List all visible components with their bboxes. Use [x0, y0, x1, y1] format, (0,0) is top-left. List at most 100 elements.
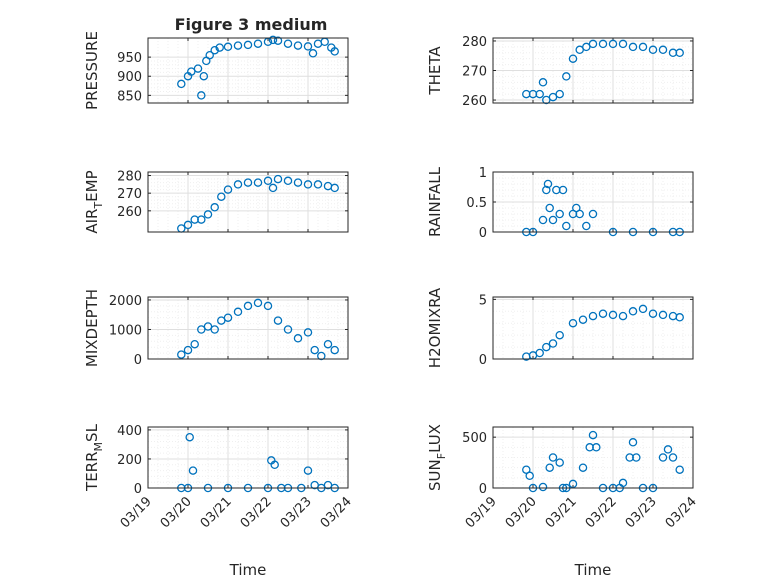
data-point	[535, 348, 544, 358]
data-point	[535, 89, 544, 99]
axes-frame	[492, 171, 694, 233]
data-point	[562, 72, 571, 81]
data-point	[210, 325, 219, 334]
data-point	[578, 463, 588, 472]
axes-frame	[492, 426, 694, 489]
x-axis-label: Time	[574, 561, 612, 579]
data-point	[658, 453, 668, 462]
y-tick-label: 950	[117, 51, 142, 66]
data-point	[177, 350, 186, 359]
x-tick-label: 03/21	[198, 494, 235, 531]
data-point	[283, 39, 293, 48]
data-point	[648, 309, 658, 318]
x-tick-label: 03/20	[503, 494, 540, 531]
data-point	[548, 453, 558, 462]
data-point	[588, 430, 598, 440]
data-point	[187, 67, 196, 76]
y-axis-label: PRESSURE	[83, 31, 101, 110]
data-point	[210, 203, 219, 212]
data-point	[675, 48, 684, 58]
data-point	[317, 351, 326, 361]
subplot-1: 850 900 950 PRESSURE	[83, 31, 349, 110]
data-point	[243, 178, 253, 187]
data-point	[330, 183, 339, 193]
y-tick-label: 0	[479, 353, 487, 368]
data-point	[197, 325, 206, 334]
data-point	[545, 463, 554, 472]
data-point	[193, 64, 203, 73]
axes-frame	[492, 37, 694, 104]
y-tick-label: 0	[479, 226, 487, 241]
data-point	[323, 339, 333, 349]
data-point	[273, 174, 283, 184]
data-point	[588, 39, 598, 49]
data-point	[223, 185, 233, 194]
data-point	[658, 45, 668, 55]
data-point	[203, 322, 213, 331]
data-point	[618, 39, 628, 49]
data-point	[263, 301, 273, 311]
data-point	[545, 203, 554, 213]
grid	[492, 427, 694, 489]
data-point	[628, 438, 638, 447]
data-point	[310, 345, 319, 355]
data-point	[303, 180, 313, 189]
x-tick-label: 03/24	[663, 494, 700, 531]
y-axis-label: AIRTEMP	[83, 170, 105, 233]
data-point	[233, 180, 243, 189]
data-point	[263, 176, 273, 186]
y-tick-label: 1000	[109, 323, 142, 338]
data-point	[303, 328, 313, 337]
data-point	[578, 315, 588, 324]
data-point	[268, 183, 278, 193]
data-point	[190, 339, 199, 349]
data-point	[253, 39, 263, 48]
series-points	[522, 39, 684, 105]
data-point	[542, 185, 551, 195]
data-point	[582, 221, 591, 231]
data-point	[217, 192, 226, 201]
data-point	[538, 215, 548, 225]
y-tick-label: 2000	[109, 294, 142, 309]
data-point	[555, 458, 564, 467]
data-point	[293, 334, 303, 343]
data-point	[223, 313, 233, 322]
y-tick-label: 500	[462, 431, 487, 446]
x-tick-label: 03/24	[318, 494, 355, 531]
data-point	[668, 453, 678, 462]
data-point	[592, 443, 601, 452]
y-tick-label: 0	[479, 482, 487, 497]
subplot-4: 0 0.5 1 RAINFALL	[426, 166, 694, 241]
data-point	[185, 432, 194, 442]
y-tick-label: 0	[134, 482, 142, 497]
data-point	[675, 313, 684, 322]
data-point	[558, 185, 568, 195]
grid	[492, 171, 694, 233]
y-axis-label: TERRMSL	[83, 423, 105, 492]
data-point	[608, 310, 618, 320]
subplot-5: 0 1000 2000 MIXDEPTH	[83, 289, 349, 368]
data-point	[199, 71, 209, 81]
data-point	[270, 460, 279, 470]
data-point	[243, 40, 253, 50]
data-point	[210, 45, 219, 55]
axes-frame	[147, 426, 349, 489]
data-point	[555, 330, 564, 340]
y-tick-label: 850	[117, 89, 142, 104]
data-point	[632, 453, 641, 462]
subplot-8: 0 500 SUNFLUX 03/19 03/20 03/21 03/22 03/23 03/2…	[426, 424, 700, 579]
x-tick-label: 03/22	[583, 494, 620, 531]
x-tick-label: 03/22	[238, 494, 275, 531]
data-point	[542, 342, 551, 352]
y-axis-label: RAINFALL	[426, 166, 444, 237]
y-tick-label: 260	[462, 94, 487, 109]
data-point	[648, 45, 658, 55]
data-point	[293, 178, 303, 187]
x-tick-label: 03/20	[158, 494, 195, 531]
data-point	[568, 318, 578, 328]
data-point	[283, 176, 293, 186]
data-point	[243, 301, 253, 311]
data-point	[548, 339, 558, 348]
